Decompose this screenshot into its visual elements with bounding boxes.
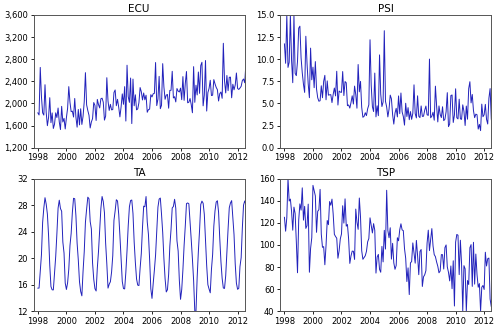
Title: TSP: TSP (376, 168, 396, 178)
Title: ECU: ECU (128, 4, 150, 14)
Title: PSI: PSI (378, 4, 394, 14)
Title: TA: TA (133, 168, 145, 178)
